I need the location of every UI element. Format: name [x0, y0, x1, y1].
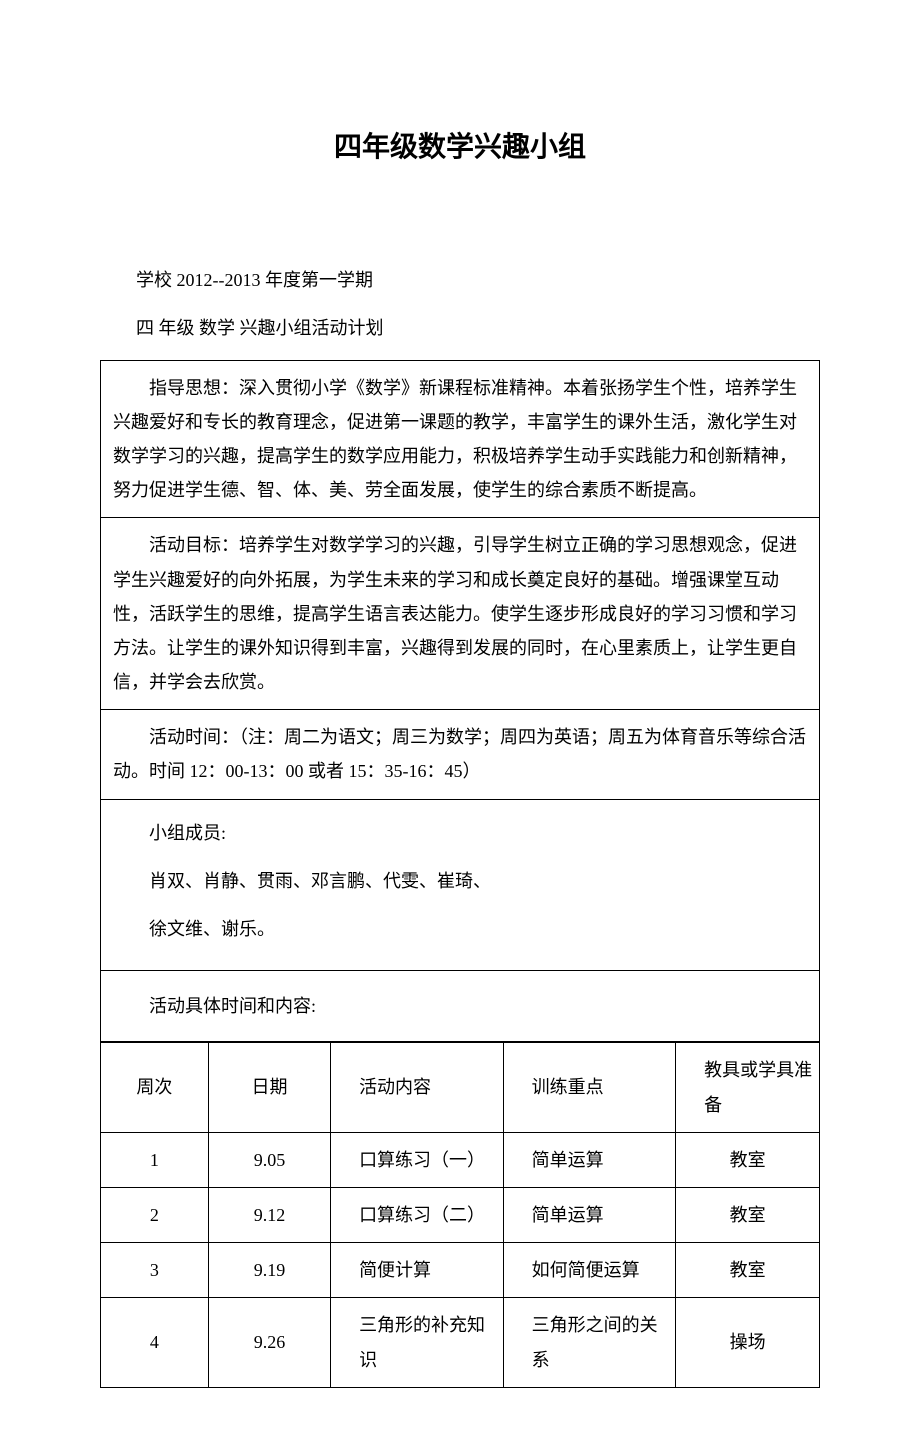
cell-activity: 口算练习（一） [331, 1132, 504, 1187]
table-row: 2 9.12 口算练习（二） 简单运算 教室 [101, 1187, 820, 1242]
header-week: 周次 [101, 1043, 209, 1132]
activity-time-box: 活动时间：（注：周二为语文；周三为数学；周四为英语；周五为体育音乐等综合活动。时… [100, 709, 820, 798]
cell-week: 4 [101, 1298, 209, 1387]
guiding-ideology-box: 指导思想：深入贯彻小学《数学》新课程标准精神。本着张扬学生个性，培养学生兴趣爱好… [100, 360, 820, 518]
activity-time-text: 活动时间：（注：周二为语文；周三为数学；周四为英语；周五为体育音乐等综合活动。时… [113, 720, 807, 788]
header-date: 日期 [208, 1043, 330, 1132]
intro-school-term: 学校 2012--2013 年度第一学期 [100, 263, 820, 297]
activity-goal-text: 活动目标：培养学生对数学学习的兴趣，引导学生树立正确的学习思想观念，促进学生兴趣… [113, 528, 807, 699]
cell-activity: 简便计算 [331, 1243, 504, 1298]
cell-prep: 教室 [676, 1187, 820, 1242]
cell-week: 3 [101, 1243, 209, 1298]
page-title: 四年级数学兴趣小组 [100, 120, 820, 173]
cell-week: 2 [101, 1187, 209, 1242]
members-box: 小组成员: 肖双、肖静、贯雨、邓言鹏、代雯、崔琦、 徐文维、谢乐。 [100, 799, 820, 971]
intro-plan-name: 四 年级 数学 兴趣小组活动计划 [100, 311, 820, 345]
table-header-row: 周次 日期 活动内容 训练重点 教具或学具准备 [101, 1043, 820, 1132]
cell-week: 1 [101, 1132, 209, 1187]
guiding-ideology-text: 指导思想：深入贯彻小学《数学》新课程标准精神。本着张扬学生个性，培养学生兴趣爱好… [113, 371, 807, 508]
cell-date: 9.26 [208, 1298, 330, 1387]
members-label: 小组成员: [113, 816, 807, 850]
header-focus: 训练重点 [503, 1043, 676, 1132]
cell-prep: 教室 [676, 1132, 820, 1187]
members-line-2: 徐文维、谢乐。 [113, 912, 807, 946]
header-prep: 教具或学具准备 [676, 1043, 820, 1132]
cell-focus: 简单运算 [503, 1132, 676, 1187]
cell-prep: 操场 [676, 1298, 820, 1387]
activity-goal-box: 活动目标：培养学生对数学学习的兴趣，引导学生树立正确的学习思想观念，促进学生兴趣… [100, 517, 820, 709]
cell-prep: 教室 [676, 1243, 820, 1298]
cell-date: 9.12 [208, 1187, 330, 1242]
schedule-title-box: 活动具体时间和内容: [100, 970, 820, 1042]
table-row: 1 9.05 口算练习（一） 简单运算 教室 [101, 1132, 820, 1187]
cell-date: 9.19 [208, 1243, 330, 1298]
cell-focus: 如何简便运算 [503, 1243, 676, 1298]
schedule-title: 活动具体时间和内容: [113, 981, 807, 1031]
cell-date: 9.05 [208, 1132, 330, 1187]
members-line-1: 肖双、肖静、贯雨、邓言鹏、代雯、崔琦、 [113, 864, 807, 898]
cell-focus: 简单运算 [503, 1187, 676, 1242]
schedule-table: 周次 日期 活动内容 训练重点 教具或学具准备 1 9.05 口算练习（一） 简… [100, 1042, 820, 1387]
cell-activity: 三角形的补充知识 [331, 1298, 504, 1387]
cell-activity: 口算练习（二） [331, 1187, 504, 1242]
header-activity: 活动内容 [331, 1043, 504, 1132]
table-row: 4 9.26 三角形的补充知识 三角形之间的关系 操场 [101, 1298, 820, 1387]
cell-focus: 三角形之间的关系 [503, 1298, 676, 1387]
table-row: 3 9.19 简便计算 如何简便运算 教室 [101, 1243, 820, 1298]
